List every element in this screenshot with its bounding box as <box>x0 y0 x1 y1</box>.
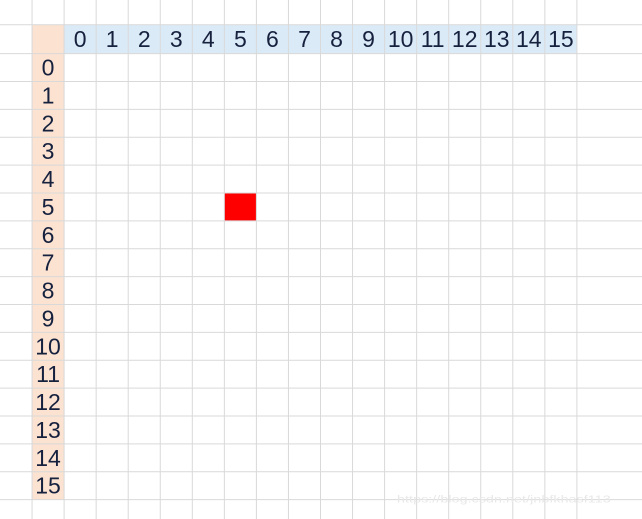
svg-text:14: 14 <box>516 26 542 52</box>
svg-text:11: 11 <box>421 26 445 52</box>
svg-text:12: 12 <box>452 26 478 52</box>
svg-text:1: 1 <box>106 26 119 52</box>
svg-text:13: 13 <box>35 417 61 443</box>
svg-text:10: 10 <box>35 333 61 359</box>
svg-text:2: 2 <box>138 26 151 52</box>
svg-text:3: 3 <box>42 138 55 164</box>
svg-text:15: 15 <box>548 26 574 52</box>
svg-text:11: 11 <box>36 361 60 387</box>
svg-text:7: 7 <box>298 26 311 52</box>
svg-text:8: 8 <box>330 26 343 52</box>
svg-text:13: 13 <box>484 26 510 52</box>
svg-text:3: 3 <box>170 26 183 52</box>
svg-text:5: 5 <box>234 26 247 52</box>
svg-text:4: 4 <box>42 166 55 192</box>
svg-text:6: 6 <box>266 26 279 52</box>
svg-text:4: 4 <box>202 26 215 52</box>
svg-text:6: 6 <box>42 222 55 248</box>
svg-text:15: 15 <box>35 473 61 499</box>
svg-text:9: 9 <box>42 305 55 331</box>
svg-text:12: 12 <box>35 389 61 415</box>
svg-text:1: 1 <box>42 82 55 108</box>
svg-text:9: 9 <box>362 26 375 52</box>
svg-text:5: 5 <box>42 194 55 220</box>
svg-text:0: 0 <box>74 26 87 52</box>
svg-text:0: 0 <box>42 55 55 81</box>
svg-text:8: 8 <box>42 278 55 304</box>
svg-text:10: 10 <box>388 26 414 52</box>
svg-text:7: 7 <box>42 250 55 276</box>
svg-text:2: 2 <box>42 110 55 136</box>
svg-text:14: 14 <box>35 445 61 471</box>
